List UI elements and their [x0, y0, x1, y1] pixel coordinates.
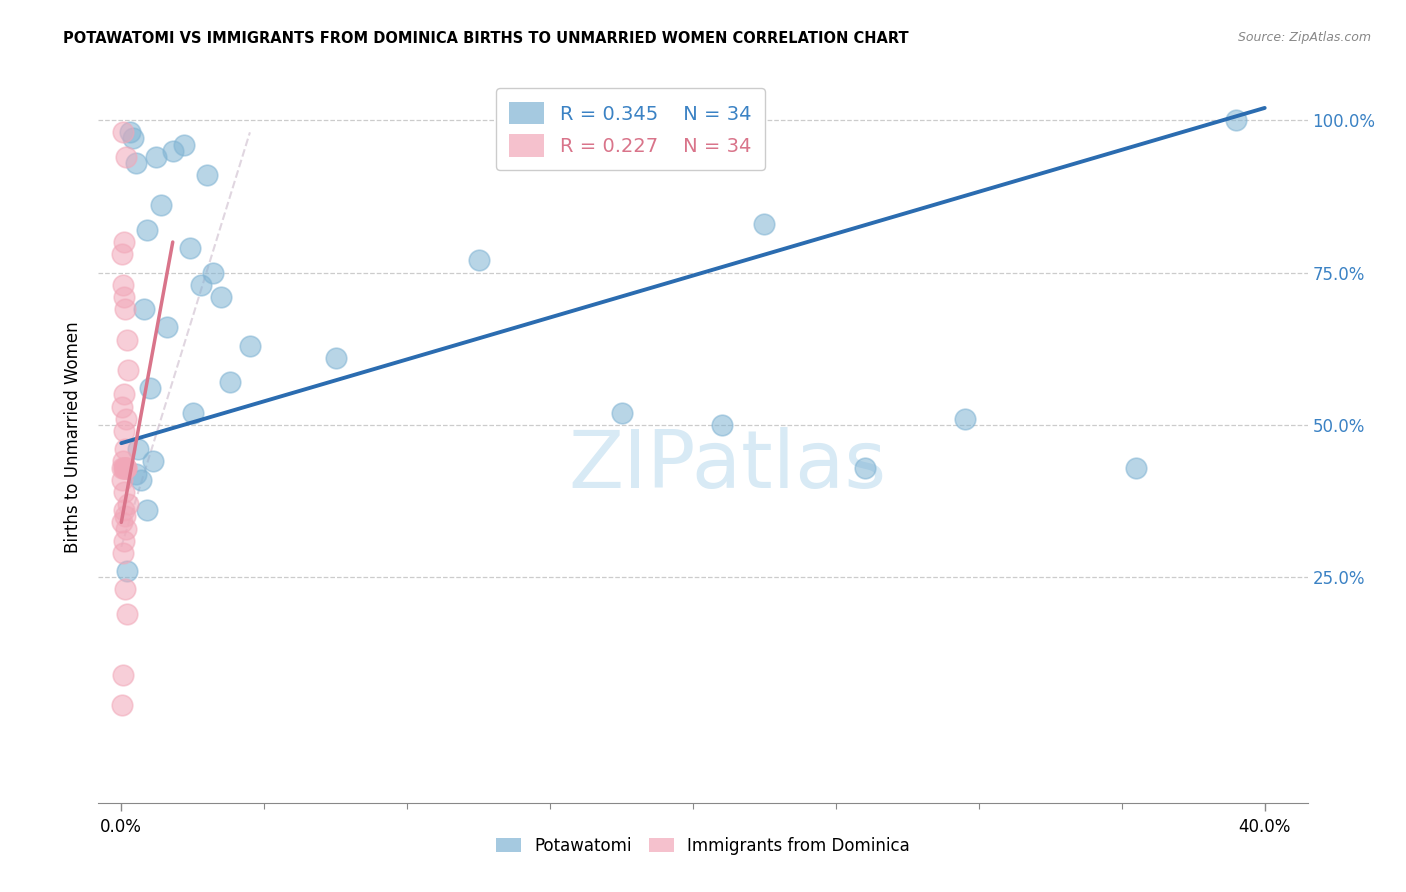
Point — [142, 454, 165, 468]
Point — [136, 223, 159, 237]
Point — [156, 320, 179, 334]
Point — [112, 387, 135, 401]
Point — [209, 290, 232, 304]
Legend: Potawatomi, Immigrants from Dominica: Potawatomi, Immigrants from Dominica — [489, 830, 917, 862]
Point — [115, 460, 138, 475]
Point — [190, 277, 212, 292]
Point — [124, 155, 146, 169]
Point — [111, 454, 134, 468]
Point — [219, 375, 242, 389]
Point — [145, 150, 167, 164]
Text: Source: ZipAtlas.com: Source: ZipAtlas.com — [1237, 31, 1371, 45]
Point — [111, 247, 134, 261]
Point — [179, 241, 201, 255]
Point — [1125, 460, 1147, 475]
Point — [114, 460, 136, 475]
Point — [117, 497, 139, 511]
Point — [610, 406, 633, 420]
Point — [118, 125, 141, 139]
Point — [134, 301, 156, 317]
Point — [124, 467, 146, 481]
Point — [115, 412, 138, 426]
Point — [111, 516, 134, 530]
Point — [111, 546, 134, 560]
Point — [467, 253, 489, 268]
Point — [115, 460, 138, 475]
Point — [115, 333, 138, 347]
Point — [112, 290, 135, 304]
Point — [129, 473, 152, 487]
Point — [853, 460, 876, 475]
Y-axis label: Births to Unmarried Women: Births to Unmarried Women — [65, 321, 83, 553]
Point — [953, 412, 976, 426]
Point — [162, 144, 184, 158]
Point — [115, 521, 138, 535]
Point — [112, 460, 135, 475]
Point — [181, 406, 204, 420]
Point — [121, 131, 143, 145]
Point — [111, 125, 134, 139]
Point — [111, 400, 134, 414]
Point — [114, 442, 136, 457]
Point — [136, 503, 159, 517]
Text: POTAWATOMI VS IMMIGRANTS FROM DOMINICA BIRTHS TO UNMARRIED WOMEN CORRELATION CHA: POTAWATOMI VS IMMIGRANTS FROM DOMINICA B… — [63, 31, 908, 46]
Point — [1225, 113, 1247, 128]
Point — [239, 338, 262, 352]
Point — [710, 417, 733, 432]
Point — [115, 607, 138, 621]
Point — [114, 150, 136, 164]
Point — [112, 485, 135, 500]
Point — [111, 698, 134, 713]
Legend: R = 0.345    N = 34, R = 0.227    N = 34: R = 0.345 N = 34, R = 0.227 N = 34 — [496, 88, 765, 170]
Point — [111, 473, 134, 487]
Point — [111, 277, 134, 292]
Text: ZIPatlas: ZIPatlas — [568, 427, 886, 506]
Point — [173, 137, 195, 152]
Point — [195, 168, 218, 182]
Point — [325, 351, 347, 365]
Point — [117, 363, 139, 377]
Point — [139, 381, 162, 395]
Point — [114, 509, 136, 524]
Point — [114, 582, 136, 597]
Point — [115, 564, 138, 578]
Point — [112, 533, 135, 548]
Point — [201, 266, 224, 280]
Point — [127, 442, 149, 457]
Point — [111, 667, 134, 681]
Point — [114, 301, 136, 317]
Point — [111, 460, 134, 475]
Point — [754, 217, 776, 231]
Point — [112, 424, 135, 438]
Point — [112, 503, 135, 517]
Point — [112, 460, 135, 475]
Point — [150, 198, 173, 212]
Point — [112, 235, 135, 249]
